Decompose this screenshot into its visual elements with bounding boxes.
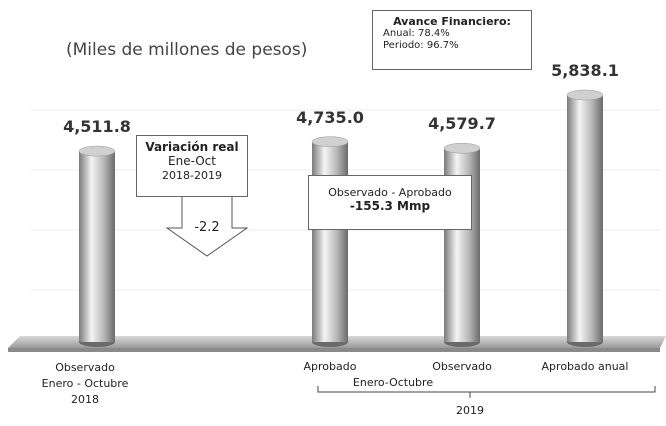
annotation: Periodo: 96.7% [383, 40, 459, 52]
avance-box: Avance Financiero: Anual: 78.4% Periodo:… [372, 10, 532, 70]
diferencia-box: Observado - Aprobado -155.3 Mmp [308, 175, 472, 230]
value-label: 5,838.1 [551, 61, 619, 80]
annotation: Observado - Aprobado [328, 186, 452, 199]
annotation: Anual: 78.4% [383, 28, 450, 40]
group-label: 2019 [456, 404, 484, 417]
floor-edge [8, 348, 660, 352]
arrow [165, 194, 249, 257]
bar-top [566, 89, 604, 101]
bar-top [78, 145, 116, 157]
annotation: Avance Financiero: [393, 15, 511, 28]
variacion-box: Variación real Ene-Oct 2018-2019 [136, 135, 248, 197]
x-tick-label: Observado [432, 360, 492, 373]
annotation: -2.2 [194, 220, 220, 235]
group-label: Enero-Octubre [352, 376, 434, 389]
subtitle: (Miles de millones de pesos) [66, 40, 308, 60]
bar-top [311, 136, 349, 147]
annotation: Variación real [145, 140, 239, 154]
bar [567, 95, 603, 342]
value-label: 4,735.0 [296, 107, 364, 127]
value-label: 4,511.8 [63, 117, 131, 137]
x-tick-label: Observado Enero - Octubre 2018 [41, 361, 129, 406]
x-tick-label: Aprobado [303, 360, 357, 373]
bar-top [443, 142, 481, 154]
x-tick-label: Aprobado anual [541, 360, 629, 373]
bracket [317, 386, 656, 398]
annotation: Ene-Oct [168, 154, 216, 169]
annotation: 2018-2019 [162, 168, 222, 182]
value-label: 4,579.7 [428, 114, 496, 134]
bar [79, 151, 115, 342]
bar [312, 141, 348, 342]
annotation: -155.3 Mmp [349, 199, 431, 214]
